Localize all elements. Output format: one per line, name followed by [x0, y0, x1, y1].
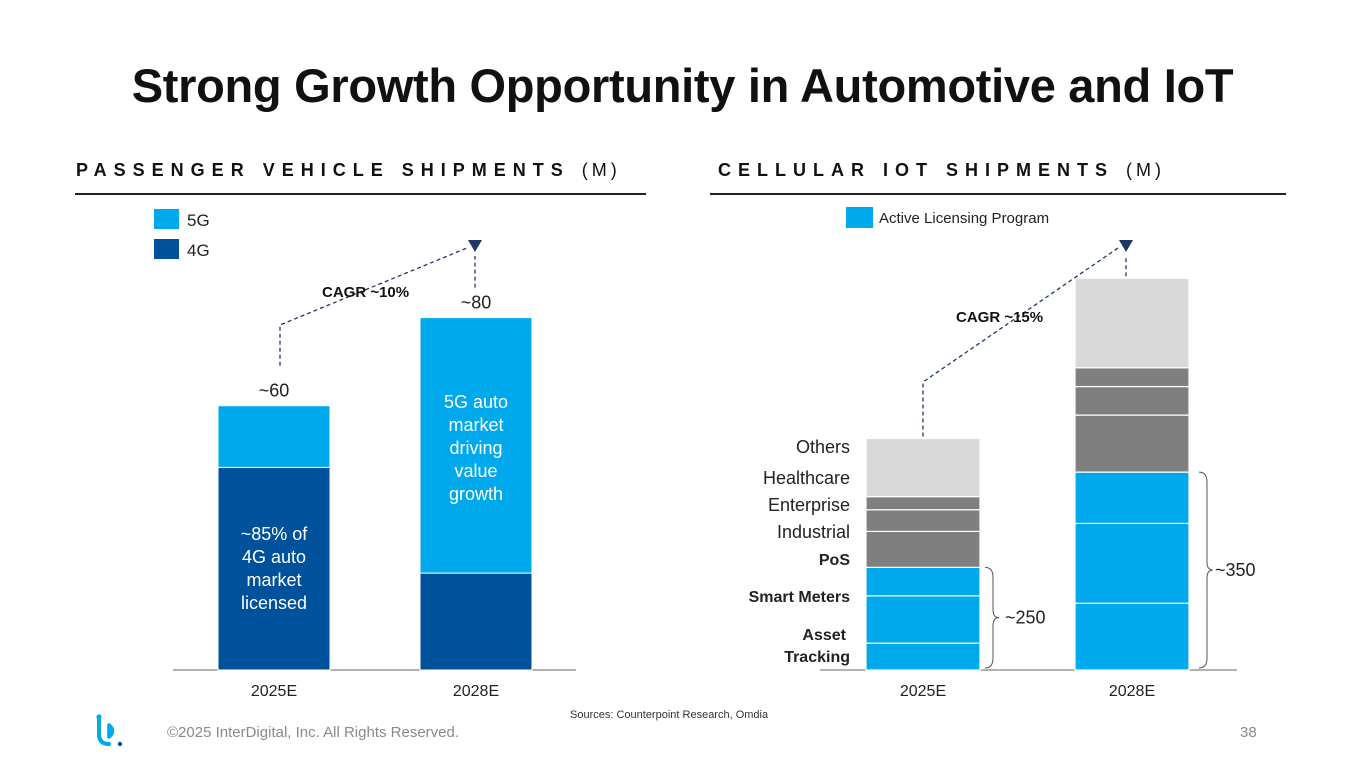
segment-label-asset-tracking: Tracking	[784, 649, 850, 666]
bar-annotation-line: ~85% of	[241, 524, 309, 544]
bar-industrial-2025e	[865, 530, 981, 568]
segment-label-others: Others	[796, 437, 850, 457]
x-tick-label: 2025E	[900, 683, 946, 700]
legend-label-active-licensing-program: Active Licensing Program	[879, 210, 1049, 227]
bar-5g-2028e	[419, 317, 533, 574]
bar-healthcare-2028e	[1074, 367, 1190, 388]
vehicle-shipments-chart: 2025E ~60 2028E ~80 5G 4G ~85% of 4G auto market…	[154, 209, 576, 700]
segment-label-asset-tracking: Asset	[802, 627, 846, 644]
bar-others-2028e	[1074, 277, 1190, 369]
bar-annotation-line: market	[246, 570, 301, 590]
bar-annotation-line: 4G auto	[242, 547, 306, 567]
segment-label-smart-meters: Smart Meters	[749, 589, 850, 606]
bar-smart-meters-2028e	[1074, 522, 1190, 604]
bracket-2028e-bracket	[1198, 471, 1214, 669]
bar-annotation-line: licensed	[241, 593, 307, 613]
bar-annotation-line: driving	[449, 438, 502, 458]
cagr-arrowhead	[468, 240, 482, 252]
x-tick-label: 2028E	[1109, 683, 1155, 700]
iot-shipments-chart: 2025E 2028E Others Healthcare Enterprise Indu…	[749, 207, 1256, 700]
bar-enterprise-2028e	[1074, 385, 1190, 416]
cagr-label: CAGR ~10%	[322, 284, 409, 301]
bracket-2025e-bracket	[984, 566, 1000, 669]
right-section-title: CELLULAR IOT SHIPMENTS (M)	[718, 160, 1165, 181]
cagr-arrow-line	[279, 247, 468, 366]
bar-smart-meters-2025e	[865, 595, 981, 644]
segment-label-healthcare: Healthcare	[763, 468, 850, 488]
segment-label-industrial: Industrial	[777, 522, 850, 542]
bar-pos-2025e	[865, 566, 981, 597]
bar-total-label: ~80	[461, 293, 492, 313]
bar-5g-2025e	[217, 405, 331, 468]
left-section-title: PASSENGER VEHICLE SHIPMENTS (M)	[76, 160, 621, 181]
legend-label-5g: 5G	[187, 211, 210, 230]
bar-4g-2028e	[419, 572, 533, 671]
bar-enterprise-2025e	[865, 509, 981, 533]
footer-copyright: ©2025 InterDigital, Inc. All Rights Rese…	[167, 724, 460, 741]
bracket-2025e-label: ~250	[1005, 608, 1046, 628]
x-tick-label: 2025E	[251, 683, 297, 700]
bar-asset-tracking-2025e	[865, 642, 981, 671]
x-tick-label: 2028E	[453, 683, 499, 700]
segment-label-enterprise: Enterprise	[768, 495, 850, 515]
left-section-unit: (M)	[581, 160, 621, 180]
bar-annotation-line: market	[448, 415, 503, 435]
legend-swatch-5g	[154, 209, 179, 229]
bar-annotation-line: 5G auto	[444, 392, 508, 412]
right-section-unit: (M)	[1126, 160, 1165, 180]
left-section-rule	[75, 193, 646, 195]
segment-label-pos: PoS	[819, 552, 850, 569]
bar-others-2025e	[865, 437, 981, 498]
bracket-2028e-label: ~350	[1215, 560, 1256, 580]
cagr-arrowhead	[1119, 240, 1133, 252]
bar-healthcare-2025e	[865, 496, 981, 511]
page-title: Strong Growth Opportunity in Automotive …	[131, 59, 1234, 112]
bar-asset-tracking-2028e	[1074, 602, 1190, 671]
cagr-label: CAGR ~15%	[956, 309, 1043, 326]
page-number: 38	[1240, 724, 1257, 741]
bar-annotation-line: growth	[449, 484, 503, 504]
bar-pos-2028e	[1074, 471, 1190, 525]
legend-swatch-active-licensing-program	[846, 207, 873, 228]
left-section-title-text: PASSENGER VEHICLE SHIPMENTS	[76, 160, 570, 180]
right-section-rule	[710, 193, 1286, 195]
right-section-title-text: CELLULAR IOT SHIPMENTS	[718, 160, 1114, 180]
sources-note: Sources: Counterpoint Research, Omdia	[570, 709, 769, 721]
legend-label-4g: 4G	[187, 241, 210, 260]
bar-4g-2025e	[217, 466, 331, 671]
bar-annotation-line: value	[454, 461, 497, 481]
cagr-arrow-line	[922, 247, 1119, 437]
legend-swatch-4g	[154, 239, 179, 259]
bar-industrial-2028e	[1074, 414, 1190, 473]
bar-total-label: ~60	[259, 381, 290, 401]
interdigital-logo-icon	[96, 714, 123, 747]
